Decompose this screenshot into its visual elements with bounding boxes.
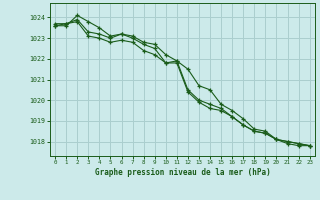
- X-axis label: Graphe pression niveau de la mer (hPa): Graphe pression niveau de la mer (hPa): [94, 168, 270, 177]
